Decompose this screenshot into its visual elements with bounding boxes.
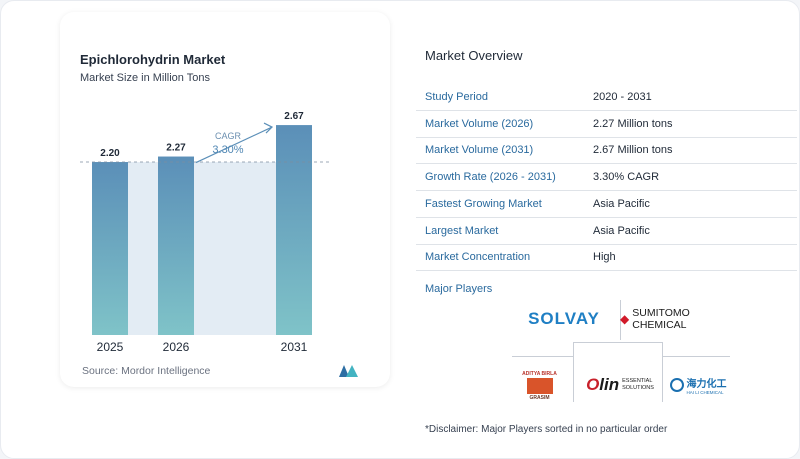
sumitomo-chemical-logo: ◆ SUMITOMO CHEMICAL <box>620 303 730 335</box>
overview-row-key: Study Period <box>425 91 488 103</box>
overview-row-key: Market Volume (2031) <box>425 144 534 157</box>
overview-row-key: Fastest Growing Market <box>425 197 542 210</box>
overview-row: Study Period 2020 - 2031 <box>416 84 797 111</box>
chart-source: Source: Mordor Intelligence <box>82 365 211 377</box>
overview-row-key: Growth Rate (2026 - 2031) <box>425 171 556 184</box>
chart-title: Epichlorohydrin Market <box>80 52 226 67</box>
x-tick-label: 2031 <box>281 340 308 354</box>
bar-value-label: 2.20 <box>100 148 120 159</box>
overview-row-key: Largest Market <box>425 224 499 237</box>
overview-title: Market Overview <box>425 48 523 63</box>
haili-chemical-logo: 海力化工 HAI LI CHEMICAL <box>668 370 728 400</box>
x-tick-label: 2025 <box>97 340 124 354</box>
aditya-logo-top-text: ADITYA BIRLA <box>522 371 557 377</box>
chart-subtitle: Market Size in Million Tons <box>80 72 211 84</box>
chart-card: Epichlorohydrin Market Market Size in Mi… <box>60 12 390 387</box>
cagr-arrow-line <box>195 126 273 164</box>
chart-bar <box>276 125 312 335</box>
chart-gap-shade <box>194 162 276 335</box>
aditya-birla-grasim-logo: ADITYA BIRLA GRASIM <box>512 368 567 404</box>
overview-row-value: 2.27 Million tons <box>593 117 673 130</box>
olin-logo-subtitle: ESSENTIAL SOLUTIONS <box>622 378 654 391</box>
overview-row-key: Market Volume (2026) <box>425 117 534 130</box>
haili-circle-icon <box>669 378 684 392</box>
chart-bar <box>92 162 128 335</box>
solvay-logo: SOLVAY <box>528 309 600 328</box>
haili-logo-en: HAI LI CHEMICAL <box>686 390 724 395</box>
olin-logo-name: Olin <box>586 375 620 394</box>
major-players-label: Major Players <box>425 283 493 295</box>
overview-row: Growth Rate (2026 - 2031) 3.30% CAGR <box>416 164 797 192</box>
overview-row: Market Concentration High <box>416 244 797 272</box>
sumitomo-diamond-icon: ◆ <box>620 312 630 326</box>
sumitomo-logo-text: SUMITOMO CHEMICAL <box>632 307 690 331</box>
overview-row-value: Asia Pacific <box>593 224 650 237</box>
overview-row-value: Asia Pacific <box>593 197 650 210</box>
overview-row: Market Volume (2026) 2.27 Million tons <box>416 111 797 138</box>
overview-row-value: 2020 - 2031 <box>593 91 652 103</box>
cagr-value: 3.30% <box>212 144 243 156</box>
chart-bar <box>158 156 194 335</box>
overview-row-value: 3.30% CAGR <box>593 171 660 184</box>
bar-value-label: 2.67 <box>284 111 304 122</box>
disclaimer-text: *Disclaimer: Major Players sorted in no … <box>425 424 668 435</box>
aditya-sun-icon <box>526 378 553 394</box>
cagr-label: CAGR <box>215 131 242 141</box>
olin-logo: Olin ESSENTIAL SOLUTIONS <box>580 368 660 402</box>
x-tick-label: 2026 <box>163 340 190 354</box>
chart-gap-shade <box>128 162 158 335</box>
overview-row-key: Market Concentration <box>425 251 531 264</box>
overview-row: Market Volume (2031) 2.67 Million tons <box>416 137 797 165</box>
bar-chart: 2.20 2025 2.27 2026 2.67 2031 CAGR 3.30% <box>80 111 330 354</box>
overview-row: Largest Market Asia Pacific <box>416 218 797 245</box>
bar-value-label: 2.27 <box>166 143 186 154</box>
haili-logo-cn: 海力化工 <box>686 379 727 390</box>
overview-row-value: 2.67 Million tons <box>593 144 673 157</box>
mordor-logo-icon <box>339 365 358 377</box>
cagr-arrow-head-icon <box>263 122 274 134</box>
overview-row-value: High <box>593 251 616 264</box>
overview-row: Fastest Growing Market Asia Pacific <box>416 191 797 218</box>
aditya-logo-bottom-text: GRASIM <box>529 395 550 401</box>
